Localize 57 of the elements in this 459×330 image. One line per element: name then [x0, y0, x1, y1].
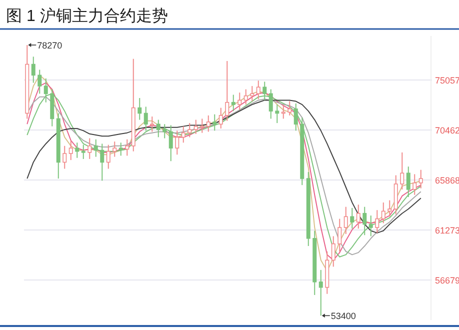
annotation: 53400 — [322, 311, 356, 322]
candlestick — [194, 119, 198, 134]
candlestick — [150, 116, 154, 132]
candlestick — [112, 141, 117, 158]
candlestick — [138, 98, 142, 120]
candlestick — [344, 206, 348, 235]
candlestick — [81, 144, 86, 160]
candlestick — [68, 140, 73, 161]
annotation: 53400 — [330, 311, 356, 322]
candlestick — [268, 88, 273, 120]
candlestick — [418, 169, 423, 189]
candlestick — [156, 119, 160, 138]
candlestick — [406, 166, 410, 198]
candlestick — [288, 100, 292, 116]
candlestick — [181, 126, 186, 144]
candlestick — [238, 92, 242, 110]
candlestick — [31, 56, 36, 84]
candlestick — [368, 215, 373, 237]
title: 图 1 沪铜主力合约走势 — [6, 8, 168, 25]
candlestick — [356, 204, 360, 230]
candlestick — [106, 144, 110, 170]
candlestick — [175, 130, 180, 156]
annotation: 78270 — [37, 40, 62, 51]
candlestick — [338, 218, 342, 252]
candlestick — [200, 118, 204, 134]
candlestick — [388, 200, 392, 218]
candlestick — [225, 60, 230, 122]
candlestick — [350, 207, 354, 230]
candlestick — [162, 124, 167, 139]
candlestick — [75, 142, 80, 158]
candlestick — [44, 78, 48, 103]
candlestick — [231, 94, 236, 112]
candlestick — [294, 102, 298, 132]
candlestick — [400, 152, 404, 190]
candlestick — [381, 202, 386, 224]
candlestick — [275, 104, 280, 124]
candlestick — [38, 69, 42, 94]
candlestick — [62, 145, 67, 170]
candlestick — [168, 124, 173, 162]
candlestick — [375, 210, 380, 234]
candlestick — [88, 138, 92, 160]
candlestick — [218, 107, 223, 129]
candlestick — [331, 236, 336, 268]
candlestick — [94, 138, 98, 158]
candlestick — [262, 81, 267, 101]
candlestick — [100, 143, 104, 182]
candlestick — [188, 122, 192, 138]
candlestick — [206, 114, 210, 132]
candlestick — [362, 206, 367, 236]
annotation: 78270 — [28, 40, 62, 51]
candlestick — [244, 88, 248, 106]
candlestick — [125, 138, 130, 156]
candlestick — [118, 142, 123, 156]
candlestick — [212, 114, 217, 132]
candlestick — [256, 80, 260, 100]
candlestick — [412, 174, 417, 196]
candlestick — [144, 106, 148, 132]
